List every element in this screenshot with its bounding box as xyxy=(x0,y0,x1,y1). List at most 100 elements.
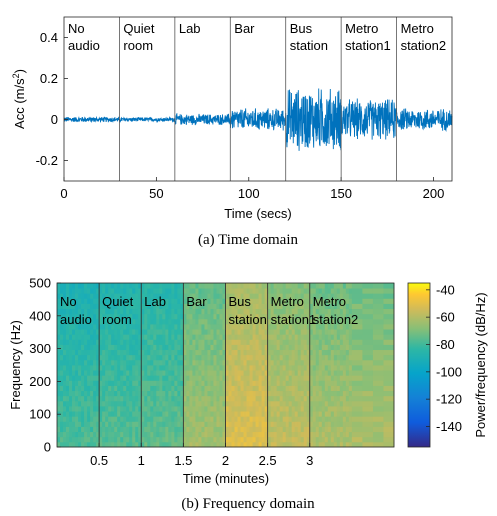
spectrogram-cell xyxy=(237,370,241,376)
y-tick-label: 400 xyxy=(29,308,51,323)
spectrogram-cell xyxy=(258,441,263,448)
spectrogram-cell xyxy=(204,400,208,407)
spectrogram-cell xyxy=(240,406,244,412)
spectrogram-cell xyxy=(345,365,350,371)
y-axis-label-a-base: Acc (m/s xyxy=(12,78,27,129)
spectrogram-cell xyxy=(84,359,88,366)
spectrogram-cell xyxy=(276,329,281,335)
spectrogram-cell xyxy=(228,416,232,422)
spectrogram-cell xyxy=(276,344,281,351)
spectrogram-cell xyxy=(216,293,220,299)
spectrogram-cell xyxy=(198,344,202,351)
spectrogram-cell xyxy=(120,288,124,294)
spectrogram-cell xyxy=(351,406,363,412)
spectrogram-cell xyxy=(144,303,148,310)
spectrogram-cell xyxy=(120,406,124,412)
spectrogram-cell xyxy=(258,380,263,386)
spectrogram-cell xyxy=(183,293,187,299)
spectrogram-cell xyxy=(195,359,199,366)
spectrogram-cell xyxy=(111,303,115,310)
spectrogram-cell xyxy=(75,313,79,320)
spectrogram-cell xyxy=(105,441,109,448)
spectrogram-cell xyxy=(108,324,112,330)
spectrogram-cell xyxy=(102,344,106,351)
spectrogram-cell xyxy=(321,370,326,376)
spectrogram-cell xyxy=(84,395,88,402)
spectrogram-cell xyxy=(339,298,344,304)
y-tick-label: 100 xyxy=(29,407,51,422)
spectrogram-cell xyxy=(165,441,169,448)
spectrogram-cell xyxy=(273,318,278,325)
spectrogram-cell xyxy=(336,406,341,412)
spectrogram-cell xyxy=(372,324,384,330)
spectrogram-cell xyxy=(96,380,100,386)
spectrogram-cell xyxy=(111,365,115,371)
spectrogram-cell xyxy=(57,339,61,345)
spectrogram-cell xyxy=(96,288,100,294)
spectrogram-cell xyxy=(87,329,91,335)
spectrogram-cell xyxy=(174,293,178,299)
spectrogram-cell xyxy=(108,359,112,366)
spectrogram-cell xyxy=(171,329,175,335)
spectrogram-cell xyxy=(132,359,136,366)
spectrogram-cell xyxy=(252,318,256,325)
spectrogram-cell xyxy=(327,298,332,304)
spectrogram-cell xyxy=(249,365,253,371)
spectrogram-cell xyxy=(144,406,148,412)
spectrogram-cell xyxy=(288,303,293,310)
spectrogram-cell xyxy=(72,324,76,330)
spectrogram-cell xyxy=(324,293,329,299)
spectrogram-cell xyxy=(345,400,350,407)
spectrogram-cell xyxy=(219,416,223,422)
spectrogram-cell xyxy=(231,365,235,371)
spectrogram-cell xyxy=(96,375,100,381)
spectrogram-cell xyxy=(246,308,250,315)
spectrogram-cell xyxy=(177,318,181,325)
spectrogram-cell xyxy=(201,436,205,443)
spectrogram-cell xyxy=(168,385,172,392)
spectrogram-cell xyxy=(270,344,275,351)
spectrogram-cell xyxy=(345,288,350,294)
spectrogram-cell xyxy=(177,324,181,330)
spectrogram-cell xyxy=(276,426,281,433)
spectrogram-cell xyxy=(66,293,70,299)
spectrogram-cell xyxy=(165,339,169,345)
spectrogram-cell xyxy=(156,406,160,412)
spectrogram-cell xyxy=(99,426,103,433)
spectrogram-cell xyxy=(327,400,332,407)
spectrogram-cell xyxy=(267,426,272,433)
spectrogram-cell xyxy=(288,308,293,315)
spectrogram-cell xyxy=(294,339,299,345)
spectrogram-cell xyxy=(90,359,94,366)
spectrogram-cell xyxy=(324,334,329,340)
spectrogram-cell xyxy=(165,431,169,438)
spectrogram-cell xyxy=(362,436,374,443)
spectrogram-cell xyxy=(333,349,338,356)
spectrogram-cell xyxy=(78,400,82,407)
spectrogram-cell xyxy=(231,324,235,330)
segment-label-line: audio xyxy=(68,38,100,53)
spectrogram-cell xyxy=(318,344,323,351)
spectrogram-cell xyxy=(186,359,190,366)
spectrogram-cell xyxy=(189,334,193,340)
spectrogram-cell xyxy=(159,318,163,325)
spectrogram-cell xyxy=(339,308,344,315)
spectrogram-cell xyxy=(201,339,205,345)
spectrogram-cell xyxy=(63,395,67,402)
spectrogram-cell xyxy=(75,329,79,335)
spectrogram-cell xyxy=(174,334,178,340)
spectrogram-cell xyxy=(192,441,196,448)
spectrogram-cell xyxy=(222,313,226,320)
spectrogram-cell xyxy=(315,431,320,438)
spectrogram-cell xyxy=(288,313,293,320)
spectrogram-cell xyxy=(240,324,244,330)
spectrogram-cell xyxy=(96,370,100,376)
spectrogram-cell xyxy=(303,359,308,366)
spectrogram-cell xyxy=(285,308,290,315)
spectrogram-cell xyxy=(132,313,136,320)
spectrogram-cell xyxy=(231,416,235,422)
spectrogram-cell xyxy=(120,334,124,340)
spectrogram-cell xyxy=(207,400,211,407)
spectrogram-cell xyxy=(132,303,136,310)
spectrogram-cell xyxy=(276,385,281,392)
